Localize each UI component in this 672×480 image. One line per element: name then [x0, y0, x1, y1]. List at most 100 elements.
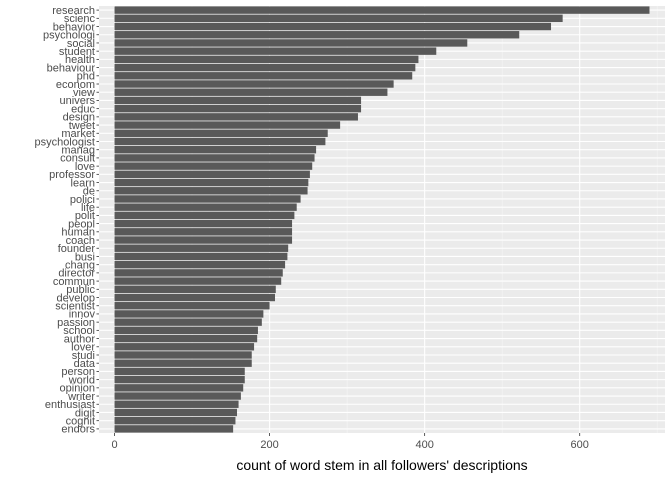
x-tick-label-400: 400 [415, 439, 433, 451]
y-tick-label-polici: polici [70, 194, 95, 206]
y-tick-label-endors: endors [61, 424, 95, 436]
y-tick-label-manag: manag [61, 145, 95, 157]
x-tick-labels: 0 200 400 600 [111, 433, 589, 451]
y-tick-label-health: health [65, 54, 95, 66]
y-tick-label-design: design [63, 112, 95, 124]
y-tick-label-person: person [61, 366, 95, 378]
bar-peopl [114, 219, 293, 228]
bar-author [114, 334, 258, 343]
y-tick-label-polit: polit [75, 210, 95, 222]
bar-busi [114, 252, 288, 261]
bar-commun [114, 277, 282, 285]
y-tick-label-behaviour: behaviour [47, 62, 96, 74]
bar-life [114, 203, 297, 211]
y-tick-label-human: human [61, 227, 95, 239]
y-tick-label-psychologi: psychologi [43, 30, 95, 42]
y-tick-label-innov: innov [69, 309, 96, 321]
y-tick-label-passion: passion [57, 317, 95, 329]
bar-consult [114, 154, 315, 162]
x-tick-label-600: 600 [571, 439, 589, 451]
y-tick-label-cognit: cognit [66, 415, 95, 427]
bar-public [114, 285, 276, 293]
bar-cognit [114, 416, 236, 425]
bar-social [114, 39, 468, 47]
y-tick-label-writer: writer [67, 391, 95, 403]
bar-studi [114, 351, 252, 359]
bar-world [114, 375, 245, 384]
bar-learn [114, 178, 309, 187]
bar-endors [114, 425, 234, 433]
y-tick-label-public: public [66, 284, 95, 296]
y-tick-label-chang: chang [65, 259, 95, 271]
y-tick-label-market: market [61, 128, 95, 140]
y-tick-label-busi: busi [75, 251, 95, 263]
bar-univers [114, 96, 362, 105]
bar-health [114, 55, 419, 64]
y-tick-label-research: research [52, 5, 95, 17]
bar-scientist [114, 302, 270, 310]
bar-innov [114, 310, 264, 318]
bar-school [114, 326, 258, 335]
y-tick-label-data: data [74, 358, 96, 370]
bar-polit [114, 211, 295, 220]
bar-person [114, 367, 245, 376]
bar-design [114, 113, 358, 121]
y-tick-label-school: school [63, 325, 95, 337]
y-tick-label-de: de [83, 186, 95, 198]
y-tick-label-world: world [68, 374, 95, 386]
bar-love [114, 162, 313, 170]
y-tick-label-professor: professor [49, 169, 95, 181]
y-tick-label-econom: econom [56, 79, 95, 91]
y-tick-label-author: author [64, 333, 96, 345]
y-tick-label-univers: univers [60, 95, 96, 107]
bar-founder [114, 244, 289, 252]
bar-lover [114, 343, 255, 351]
bar-writer [114, 392, 241, 400]
bar-director [114, 269, 283, 277]
y-tick-label-commun: commun [53, 276, 95, 288]
y-tick-label-learn: learn [71, 177, 95, 189]
y-tick-label-peopl: peopl [68, 218, 95, 230]
bar-behaviour [114, 63, 416, 72]
bar-professor [114, 170, 310, 179]
bar-manag [114, 146, 317, 154]
x-tick-label-200: 200 [260, 439, 278, 451]
y-tick-label-coach: coach [66, 235, 95, 247]
bar-human [114, 228, 293, 236]
bar-market [114, 129, 328, 137]
y-tick-label-love: love [75, 161, 95, 173]
bar-de [114, 187, 308, 195]
y-tick-label-director: director [58, 268, 95, 280]
x-axis-title: count of word stem in all followers' des… [236, 457, 527, 473]
bar-psychologi [114, 31, 520, 39]
y-tick-label-view: view [73, 87, 95, 99]
bar-tweet [114, 121, 341, 129]
y-tick-label-social: social [67, 38, 95, 50]
bar-phd [114, 72, 413, 80]
x-tick-label-0: 0 [111, 439, 117, 451]
y-tick-label-student: student [59, 46, 95, 58]
y-tick-label-psychologist: psychologist [34, 136, 95, 148]
y-tick-label-phd: phd [77, 71, 95, 83]
bar-educ [114, 104, 362, 113]
y-tick-label-life: life [81, 202, 95, 214]
y-tick-label-tweet: tweet [69, 120, 95, 132]
bar-enthusiast [114, 400, 239, 408]
bar-polici [114, 195, 301, 203]
y-tick-label-opinion: opinion [60, 383, 95, 395]
y-tick-label-lover: lover [71, 342, 95, 354]
y-tick-label-founder: founder [58, 243, 96, 255]
bar-psychologist [114, 137, 326, 146]
y-tick-label-enthusiast: enthusiast [45, 399, 95, 411]
bar-coach [114, 236, 293, 244]
bars [114, 6, 650, 433]
y-tick-label-consult: consult [60, 153, 95, 165]
y-tick-label-develop: develop [56, 292, 95, 304]
y-tick-labels: researchsciencbehaviorpsychologisocialst… [34, 5, 99, 436]
y-tick-label-digit: digit [75, 407, 95, 419]
bar-develop [114, 293, 276, 302]
bar-opinion [114, 384, 244, 392]
bar-data [114, 359, 252, 367]
y-tick-label-behavior: behavior [53, 21, 96, 33]
